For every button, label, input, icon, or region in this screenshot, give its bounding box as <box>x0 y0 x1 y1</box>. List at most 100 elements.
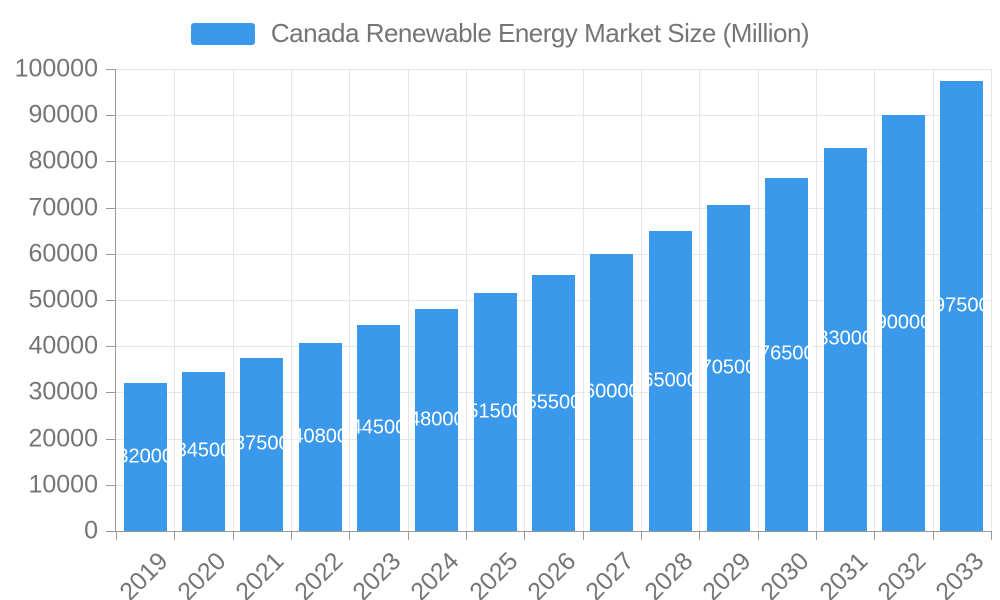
bar-2020[interactable]: 34500 <box>176 371 231 531</box>
bar-value-label: 32000 <box>117 445 173 468</box>
v-gridline <box>349 69 351 531</box>
v-gridline <box>816 69 817 531</box>
x-tick-label: 2024 <box>405 547 465 600</box>
bar-2021[interactable]: 37500 <box>234 357 290 531</box>
bar-value-label: 90000 <box>875 311 932 334</box>
y-axis-tick <box>106 115 115 117</box>
x-axis-tick <box>757 531 759 540</box>
h-gridline <box>116 115 991 117</box>
x-axis-tick <box>291 531 292 540</box>
x-tick-label: 2019 <box>113 547 173 600</box>
y-tick-label: 0 <box>84 516 98 545</box>
x-tick-label: 2032 <box>872 547 932 600</box>
bar-value-label: 44500 <box>350 416 407 439</box>
bar-value-label: 60000 <box>584 380 640 403</box>
bar-2025[interactable]: 51500 <box>467 293 523 531</box>
bar-2023[interactable]: 44500 <box>351 325 406 531</box>
bar-value-label: 48000 <box>409 408 465 431</box>
y-tick-label: 50000 <box>28 285 98 314</box>
x-tick-label: 2033 <box>930 547 990 600</box>
x-axis-tick <box>174 531 176 540</box>
y-tick-label: 80000 <box>28 146 98 175</box>
bar-2032[interactable]: 90000 <box>876 115 931 531</box>
v-gridline <box>524 69 526 531</box>
bar-2024[interactable]: 48000 <box>409 309 465 531</box>
x-tick-label: 2021 <box>230 547 290 600</box>
y-axis-tick <box>106 207 115 209</box>
x-axis-tick <box>932 531 934 540</box>
y-tick-label: 60000 <box>28 239 98 268</box>
bar-2026[interactable]: 55500 <box>526 274 581 531</box>
x-tick-label: 2020 <box>172 547 232 600</box>
bar-value-label: 37500 <box>234 432 290 455</box>
v-gridline <box>699 69 701 531</box>
v-gridline <box>407 69 409 531</box>
x-tick-label: 2030 <box>755 547 815 600</box>
y-tick-label: 40000 <box>28 331 98 360</box>
v-gridline <box>582 69 584 531</box>
v-gridline <box>991 69 992 531</box>
x-axis-tick <box>524 531 526 540</box>
bar-2028[interactable]: 65000 <box>642 230 698 531</box>
y-axis-tick <box>106 392 115 394</box>
x-tick-label: 2026 <box>522 547 582 600</box>
y-tick-label: 70000 <box>28 193 98 222</box>
h-gridline <box>116 253 991 255</box>
x-axis-tick <box>991 531 992 540</box>
bar-2022[interactable]: 40800 <box>292 342 348 531</box>
v-gridline <box>291 69 292 531</box>
v-gridline <box>174 69 176 531</box>
x-axis-tick <box>641 531 642 540</box>
bar-2033[interactable]: 97500 <box>934 80 990 531</box>
bar-2031[interactable]: 83000 <box>817 147 873 531</box>
bar-value-label: 76500 <box>759 342 815 365</box>
x-axis-tick <box>116 531 117 540</box>
bar-2030[interactable]: 76500 <box>759 177 815 531</box>
y-tick-label: 90000 <box>28 100 98 129</box>
y-tick-label: 10000 <box>28 470 98 499</box>
y-axis-tick <box>106 531 115 532</box>
x-axis-tick <box>349 531 351 540</box>
x-tick-label: 2027 <box>580 547 640 600</box>
y-tick-label: 100000 <box>14 54 98 83</box>
bar-2019[interactable]: 32000 <box>117 383 173 531</box>
y-axis-tick <box>106 69 115 70</box>
h-gridline <box>116 69 991 70</box>
bar-value-label: 83000 <box>817 327 873 350</box>
x-tick-label: 2025 <box>463 547 523 600</box>
bar-value-label: 55500 <box>525 391 582 414</box>
x-axis-tick <box>816 531 817 540</box>
bar-2029[interactable]: 70500 <box>701 205 756 531</box>
y-axis-tick <box>106 253 115 255</box>
legend-swatch-icon <box>190 22 255 45</box>
v-gridline <box>232 69 234 531</box>
x-axis-line <box>115 531 991 532</box>
v-gridline <box>757 69 759 531</box>
bar-value-label: 65000 <box>642 369 698 392</box>
v-gridline <box>641 69 642 531</box>
y-axis-line <box>115 69 116 532</box>
bar-value-label: 70500 <box>700 356 757 379</box>
plot-area: 0 10000 20000 30000 40000 50000 60000 70000 8000… <box>15 55 992 600</box>
y-tick-label: 20000 <box>28 424 98 453</box>
x-axis-tick <box>582 531 584 540</box>
x-axis-tick <box>874 531 876 540</box>
v-gridline <box>874 69 876 531</box>
x-axis-tick <box>466 531 467 540</box>
bar-value-label: 51500 <box>467 400 523 423</box>
y-axis-tick <box>106 484 115 486</box>
x-axis-tick <box>407 531 409 540</box>
x-tick-label: 2022 <box>288 547 348 600</box>
x-tick-label: 2023 <box>347 547 407 600</box>
y-axis-tick <box>106 161 115 163</box>
y-axis-tick <box>106 300 115 301</box>
y-axis-tick <box>106 346 115 348</box>
y-tick-label: 30000 <box>28 377 98 406</box>
x-axis-tick <box>232 531 234 540</box>
bar-2027[interactable]: 60000 <box>584 253 640 531</box>
legend-item[interactable]: Canada Renewable Energy Market Size (Mil… <box>0 18 1000 49</box>
h-gridline <box>116 207 991 209</box>
x-tick-label: 2028 <box>638 547 698 600</box>
bar-value-label: 34500 <box>175 439 232 462</box>
